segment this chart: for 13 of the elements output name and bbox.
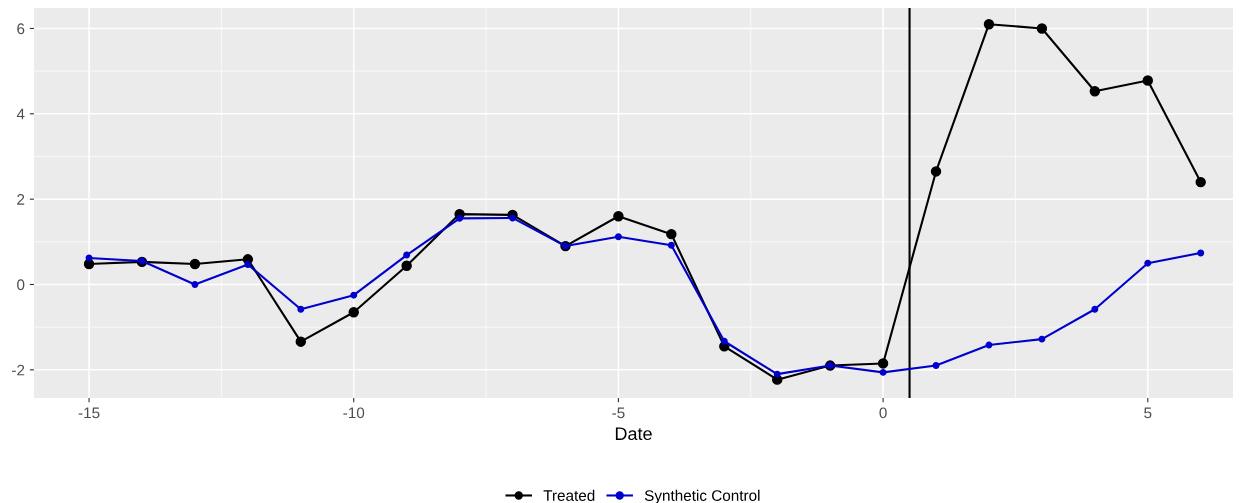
y-tick-label: -2	[12, 364, 25, 376]
x-tick-label: 5	[1144, 407, 1152, 419]
y-tick-label: 0	[17, 279, 25, 291]
x-tick-label: -5	[612, 407, 625, 419]
y-tick-label: 2	[17, 194, 25, 205]
y-tick-label: 6	[17, 23, 25, 35]
legend-label: Synthetic Control	[644, 489, 760, 503]
x-tick-label: 0	[879, 407, 887, 419]
legend-label: Treated	[543, 489, 595, 501]
x-axis-title: Date	[615, 427, 652, 441]
x-tick-label: -10	[343, 407, 365, 419]
x-tick-label: -15	[78, 407, 100, 419]
y-tick-label: 4	[16, 108, 25, 120]
